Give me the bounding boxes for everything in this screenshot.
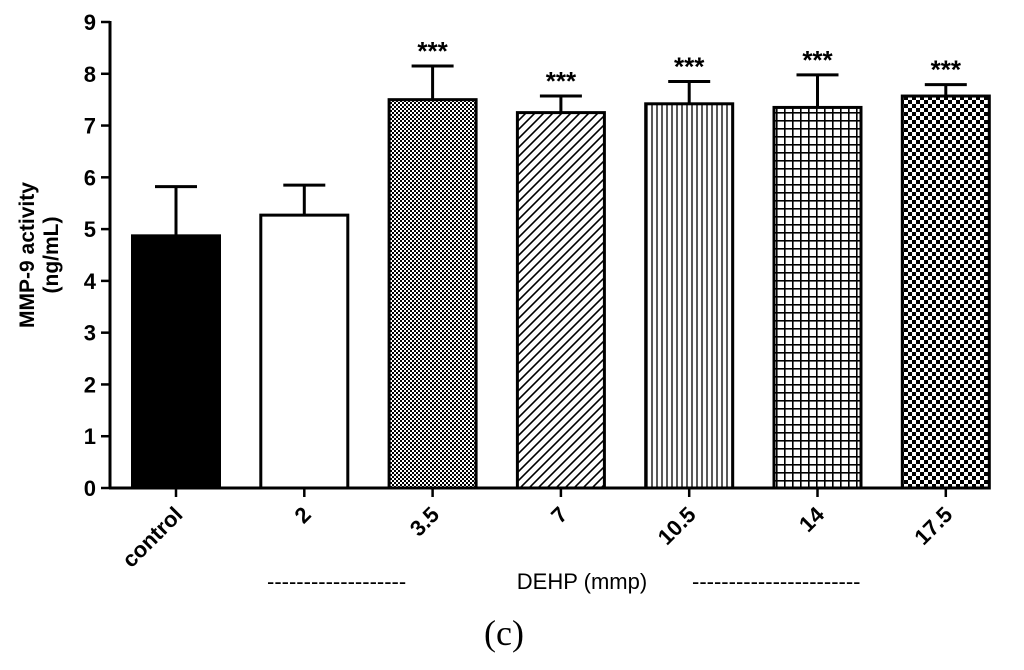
y-tick-label: 8 <box>84 62 96 87</box>
x-tick-label: control <box>117 502 187 572</box>
x-tick-label: 10.5 <box>653 502 701 550</box>
y-tick-label: 7 <box>84 114 96 139</box>
y-tick-label: 9 <box>84 10 96 35</box>
x-tick-label: 3.5 <box>405 502 444 541</box>
bar-14 <box>772 105 863 490</box>
bar-17-5 <box>900 94 991 490</box>
y-tick-label: 5 <box>84 217 96 242</box>
y-tick-label: 1 <box>84 424 96 449</box>
significance-label: *** <box>931 55 962 85</box>
y-tick-label: 6 <box>84 165 96 190</box>
bar-2 <box>259 213 350 490</box>
bar-10-5 <box>644 102 735 490</box>
significance-label: *** <box>802 45 833 75</box>
significance-label: *** <box>417 36 448 66</box>
y-axis-title-line2: (ng/mL) <box>40 217 63 294</box>
x-tick-label: 2 <box>289 502 315 528</box>
bar-3-5 <box>387 98 478 490</box>
x-tick-label: 14 <box>794 501 830 537</box>
y-tick-label: 3 <box>84 321 96 346</box>
y-tick-label: 2 <box>84 372 96 397</box>
bar-control <box>131 234 221 490</box>
x-tick-label: 7 <box>546 502 572 528</box>
labels: 0 1 2 3 4 5 6 7 8 9 MMP-9 activity (ng/mL) control 2 3… <box>16 10 962 653</box>
bar-7 <box>515 111 606 490</box>
y-tick-label: 4 <box>84 269 97 294</box>
group-dashes-left: ------------------- <box>267 569 406 594</box>
group-dashes-right: ----------------------- <box>692 569 861 594</box>
axes <box>101 20 948 497</box>
group-label: DEHP (mmp) <box>517 569 647 594</box>
y-axis-title-line1: MMP-9 activity <box>16 182 39 328</box>
panel-label: (c) <box>484 613 524 653</box>
x-tick-label: 17.5 <box>909 502 957 550</box>
bars <box>131 64 991 490</box>
y-tick-label: 0 <box>84 476 96 501</box>
significance-label: *** <box>674 52 705 82</box>
significance-label: *** <box>546 66 577 96</box>
